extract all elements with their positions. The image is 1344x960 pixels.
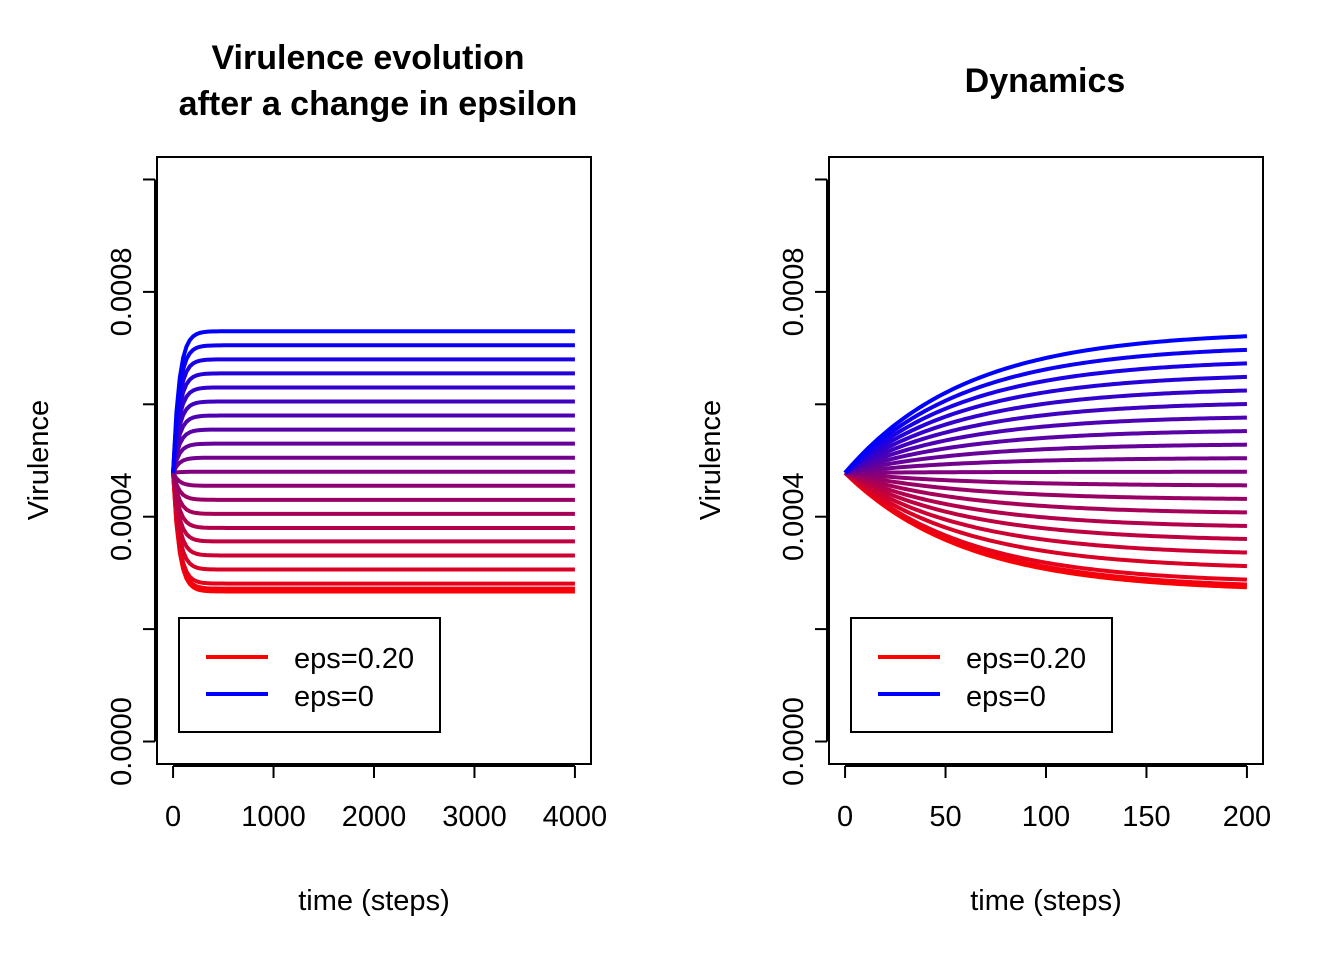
x-tick-label: 3000: [442, 801, 507, 833]
y-axis: 0.0000 0.0004 0.0008: [106, 178, 156, 786]
panel-dynamics: Dynamics 0 50 100 150 200 0.0000 0.0004 0.0008…: [695, 62, 1271, 917]
series-line-19: [171, 357, 575, 473]
x-tick-label: 50: [929, 801, 961, 833]
series-line-13: [171, 441, 575, 474]
plot-frame: [156, 156, 592, 765]
series-line-16: [171, 399, 575, 474]
series-line-16: [844, 402, 1247, 475]
y-axis: 0.0000 0.0004 0.0008: [778, 178, 828, 786]
series-line-10: [844, 470, 1247, 488]
y-tick-label: 0.0000: [106, 697, 138, 786]
series-line-20: [843, 347, 1248, 475]
series-line-3: [843, 471, 1248, 582]
series-line-4: [843, 471, 1247, 569]
series-line-11: [172, 469, 575, 475]
series-line-17: [171, 385, 575, 474]
series-line-2: [171, 472, 575, 591]
series-line-14: [844, 429, 1247, 475]
series-line-5: [843, 471, 1247, 555]
series-group: [171, 329, 575, 594]
plot-frame: [828, 156, 1264, 765]
x-tick-label: 150: [1122, 801, 1170, 833]
series-line-15: [171, 413, 575, 474]
y-tick-label: 0.0008: [778, 248, 810, 337]
y-axis-label: Virulence: [23, 400, 55, 520]
series-line-9: [844, 470, 1247, 501]
series-line-3: [171, 472, 575, 586]
series-line-21: [171, 329, 575, 473]
x-tick-label: 1000: [241, 801, 306, 833]
series-line-9: [171, 472, 575, 502]
y-tick-label: 0.0008: [106, 248, 138, 337]
x-tick-label: 2000: [342, 801, 407, 833]
series-line-10: [171, 471, 575, 488]
legend-label-eps-020: eps=0.20: [294, 643, 414, 675]
chart-title: Dynamics: [965, 62, 1126, 100]
legend-label-eps-0: eps=0: [294, 681, 374, 713]
legend-box: [178, 617, 441, 733]
series-line-1: [171, 472, 575, 594]
x-tick-label: 4000: [543, 801, 608, 833]
series-line-8: [171, 472, 575, 516]
series-line-18: [171, 371, 575, 474]
series-line-15: [844, 415, 1247, 475]
series-line-7: [171, 472, 575, 530]
y-axis-label: Virulence: [695, 400, 727, 520]
series-line-20: [171, 343, 575, 473]
chart-title-line-1: Virulence evolution: [211, 39, 524, 77]
series-line-12: [844, 456, 1247, 475]
series-line-12: [171, 455, 575, 474]
series-line-18: [843, 374, 1247, 475]
y-tick-label: 0.0004: [106, 472, 138, 561]
series-line-7: [844, 471, 1247, 528]
series-group: [843, 334, 1248, 590]
legend-label-eps-0: eps=0: [966, 681, 1046, 713]
x-axis: 0 1000 2000 3000 4000: [165, 765, 608, 833]
y-tick-label: 0.0000: [778, 697, 810, 786]
legend-box: [850, 617, 1113, 733]
panel-virulence-evolution: Virulence evolution after a change in ep…: [23, 39, 607, 917]
series-line-21: [843, 334, 1248, 475]
series-line-6: [844, 471, 1247, 541]
x-tick-label: 0: [837, 801, 853, 833]
series-line-17: [843, 388, 1247, 475]
x-axis-label: time (steps): [298, 885, 449, 917]
series-line-6: [171, 472, 575, 544]
series-line-4: [171, 472, 575, 572]
x-axis: 0 50 100 150 200: [837, 765, 1271, 833]
x-tick-label: 200: [1223, 801, 1271, 833]
series-line-5: [171, 472, 575, 558]
x-axis-label: time (steps): [970, 885, 1121, 917]
series-line-14: [171, 427, 575, 474]
x-tick-label: 100: [1022, 801, 1070, 833]
series-line-13: [844, 442, 1247, 475]
y-tick-label: 0.0004: [778, 472, 810, 561]
x-tick-label: 0: [165, 801, 181, 833]
legend: eps=0.20 eps=0: [178, 617, 441, 733]
legend: eps=0.20 eps=0: [850, 617, 1113, 733]
legend-label-eps-020: eps=0.20: [966, 643, 1086, 675]
chart-title-line-2: after a change in epsilon: [179, 85, 578, 123]
series-line-19: [843, 361, 1248, 475]
series-line-11: [845, 469, 1247, 475]
series-line-8: [844, 470, 1247, 515]
